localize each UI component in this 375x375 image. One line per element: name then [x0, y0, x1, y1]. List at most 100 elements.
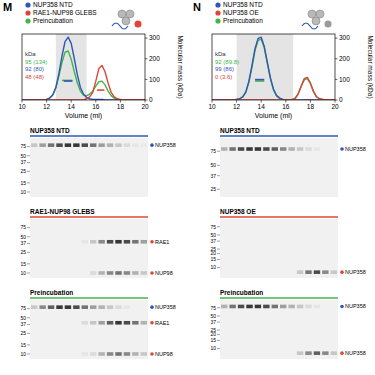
annotation: 95 (134): [25, 59, 47, 65]
gel-band: [229, 147, 235, 151]
band-label: NUP358: [345, 350, 366, 356]
gel-band: [314, 305, 320, 309]
figure: MNUP358 NTDRAE1-NUP98 GLEBSPreincubation…: [0, 0, 375, 375]
y2-tick-label: 200: [149, 55, 160, 62]
marker-tick: [27, 236, 30, 237]
marker-label: 15: [20, 342, 26, 348]
mass-segment: [64, 80, 73, 82]
gel-band: [31, 352, 37, 356]
y2-tick-label: 300: [149, 34, 160, 41]
cartoon-shape: [308, 10, 316, 18]
band-label-dot: [340, 305, 344, 309]
gel-band: [65, 240, 71, 244]
gel-band: [115, 352, 121, 356]
cartoon: [302, 10, 332, 29]
gel-band: [73, 143, 79, 147]
y2-tick: [145, 58, 148, 59]
cartoon-shape: [112, 23, 128, 29]
marker-label: 15: [210, 337, 216, 343]
gel-band: [238, 147, 244, 151]
gel-background: [30, 300, 148, 359]
marker-label: 50: [20, 153, 26, 159]
gel-band: [98, 240, 104, 244]
gel-background: [220, 300, 338, 359]
y2-tick-label: 0: [339, 96, 343, 103]
gel-title: Preincubation: [220, 289, 263, 296]
gel-band: [288, 147, 294, 151]
gel-band: [73, 305, 79, 309]
gel-band: [107, 321, 113, 325]
gel-band: [322, 305, 328, 309]
series-line: [212, 77, 335, 100]
gel-band: [132, 352, 138, 356]
marker-tick: [217, 151, 220, 152]
marker-tick: [27, 308, 30, 309]
cartoon-shape: [302, 23, 318, 29]
gel-band: [322, 147, 328, 151]
gel-band: [90, 143, 96, 147]
gel-band: [229, 351, 235, 355]
gel-band: [48, 143, 54, 147]
y2-tick: [335, 38, 338, 39]
gel-background: [30, 219, 148, 278]
marker-tick: [27, 146, 30, 147]
gel-band: [48, 352, 54, 356]
gel-band: [221, 270, 227, 274]
gel-band: [82, 305, 88, 309]
gel-band: [39, 143, 45, 147]
gel-band: [305, 305, 311, 309]
marker-tick: [217, 330, 220, 331]
gel-band: [65, 305, 71, 309]
legend-label: Preincubation: [223, 17, 263, 24]
gel-band: [82, 143, 88, 147]
gel-band: [272, 305, 278, 309]
legend-label: NUP358 NTD: [223, 1, 263, 8]
gel-band: [297, 305, 303, 309]
gel-band: [82, 240, 88, 244]
gel-band: [246, 305, 252, 309]
gel-band: [331, 305, 337, 309]
marker-label: 37: [210, 173, 216, 179]
cartoon-shape: [325, 21, 332, 28]
marker-tick: [27, 344, 30, 345]
gel-background: [220, 219, 338, 278]
gel-band: [272, 147, 278, 151]
gel-band: [322, 270, 328, 274]
plot-data: [22, 34, 145, 100]
band-label: NUP98: [155, 351, 173, 357]
gel-band: [132, 271, 138, 275]
gel-band: [107, 143, 113, 147]
marker-tick: [217, 322, 220, 323]
gel-band: [124, 271, 130, 275]
gel-band: [288, 305, 294, 309]
mass-segment: [62, 80, 72, 82]
gel-band: [255, 147, 261, 151]
mass-segment: [255, 79, 264, 81]
gel-band: [73, 321, 79, 325]
y2-tick-label: 200: [339, 55, 350, 62]
marker-label: 25: [20, 249, 26, 255]
gel: RAE1-NUP98 GLEBS755037251510RAE1NUP98: [20, 208, 172, 278]
gel-color-bar: [30, 297, 148, 299]
gel: NUP358 OE75503725201510NUP358: [210, 208, 365, 278]
gel-band: [65, 352, 71, 356]
marker-label: 50: [20, 315, 26, 321]
marker-tick: [27, 317, 30, 318]
gel-band: [48, 305, 54, 309]
gel-color-bar: [220, 135, 338, 137]
marker-tick: [27, 227, 30, 228]
y2-axis-title: Molecular mass (kDa): [176, 35, 184, 98]
legend-marker: [25, 2, 30, 7]
cartoon-shape: [126, 10, 134, 18]
gel-band: [255, 270, 261, 274]
gel-band: [48, 240, 54, 244]
y2-tick: [145, 79, 148, 80]
marker-tick: [27, 324, 30, 325]
marker-tick: [217, 340, 220, 341]
gel-band: [238, 270, 244, 274]
x-tick-label: 20: [331, 103, 339, 110]
gel-band: [98, 352, 104, 356]
cartoon-shape: [312, 17, 320, 25]
gel-band: [90, 352, 96, 356]
gel-band: [90, 240, 96, 244]
